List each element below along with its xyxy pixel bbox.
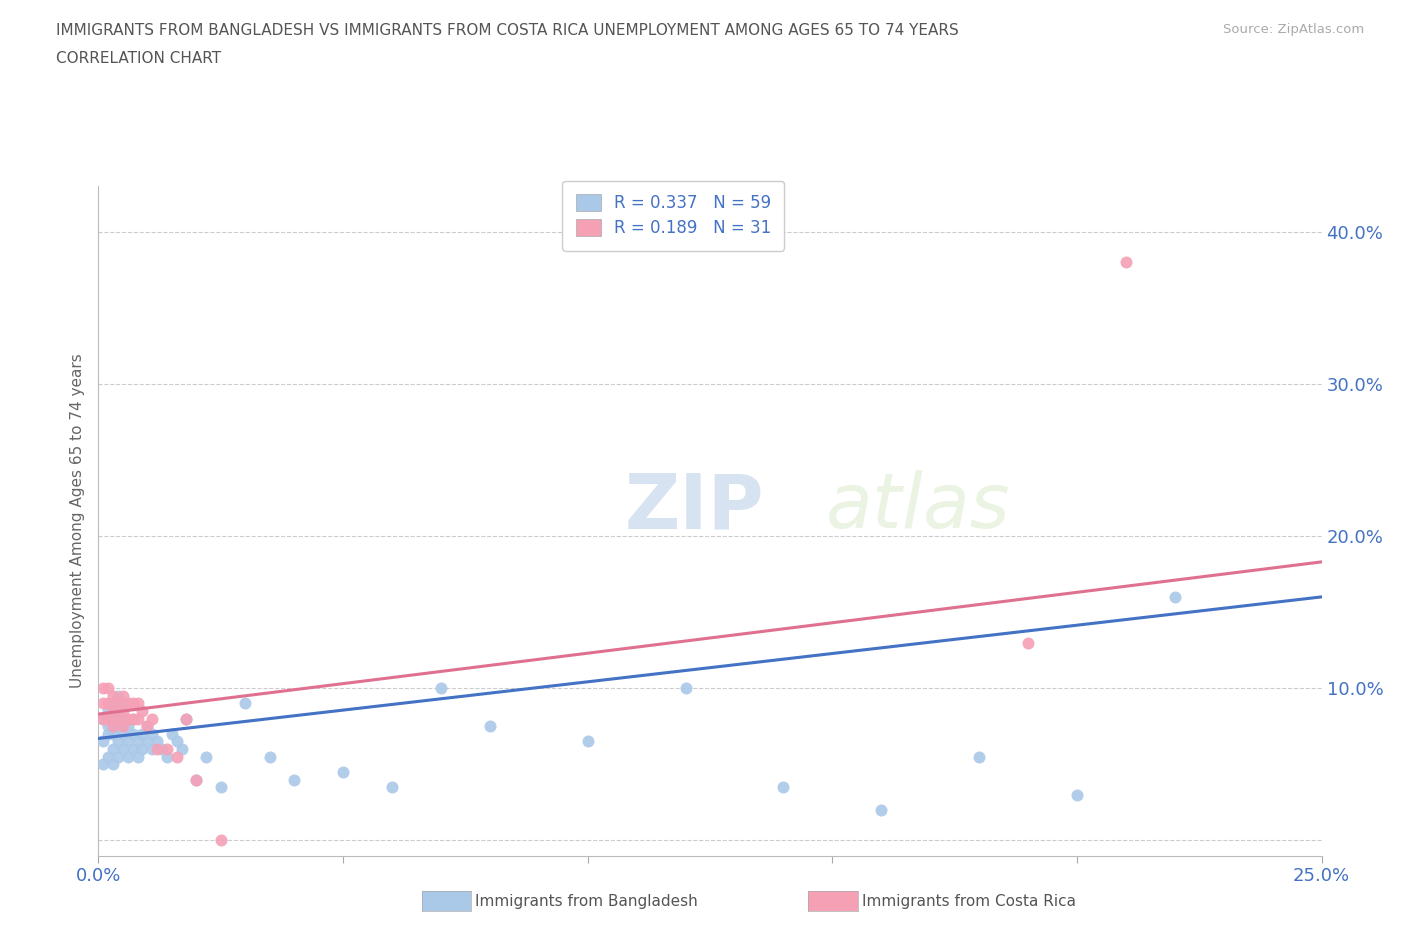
Point [107,696,129,711]
Point [117,734,139,749]
Point [127,734,149,749]
Text: Source: ZipAtlas.com: Source: ZipAtlas.com [1223,23,1364,36]
Legend: R = 0.337   N = 59, R = 0.189   N = 31: R = 0.337 N = 59, R = 0.189 N = 31 [562,181,785,250]
Point [111,688,134,703]
Point [97,704,120,719]
Point [127,750,149,764]
Point [111,726,134,741]
Point [97,750,120,764]
Point [131,741,153,756]
Point [195,750,218,764]
Point [91,734,114,749]
Point [121,726,143,741]
Point [186,772,208,787]
Point [283,772,305,787]
Point [97,681,120,696]
Point [111,704,134,719]
Point [107,711,129,726]
Point [117,711,139,726]
Point [1017,635,1039,650]
Point [91,711,114,726]
Point [430,681,453,696]
Point [136,719,159,734]
Point [127,696,149,711]
Point [101,741,124,756]
Point [136,719,159,734]
Point [107,750,129,764]
Point [101,688,124,703]
Point [91,681,114,696]
Point [91,711,114,726]
Text: CORRELATION CHART: CORRELATION CHART [56,51,221,66]
Point [131,726,153,741]
Point [117,750,139,764]
Text: atlas: atlas [827,471,1011,544]
Point [131,704,153,719]
Point [107,688,129,703]
Point [111,696,134,711]
Point [141,711,163,726]
Point [176,711,198,726]
Point [117,696,139,711]
Point [101,704,124,719]
Y-axis label: Unemployment Among Ages 65 to 74 years: Unemployment Among Ages 65 to 74 years [69,353,84,688]
Point [166,734,188,749]
Text: Immigrants from Costa Rica: Immigrants from Costa Rica [862,894,1076,909]
Point [111,711,134,726]
Point [967,750,990,764]
Point [150,741,173,756]
Point [176,711,198,726]
Point [121,741,143,756]
Point [870,803,893,817]
Text: IMMIGRANTS FROM BANGLADESH VS IMMIGRANTS FROM COSTA RICA UNEMPLOYMENT AMONG AGES: IMMIGRANTS FROM BANGLADESH VS IMMIGRANTS… [56,23,959,38]
Point [233,696,256,711]
Point [141,741,163,756]
Point [156,750,179,764]
Point [332,764,354,779]
Point [97,719,120,734]
Point [141,726,163,741]
Point [675,681,697,696]
Point [101,757,124,772]
Point [121,711,143,726]
Point [101,711,124,726]
Point [1066,788,1088,803]
Point [101,719,124,734]
Point [111,741,134,756]
Point [209,779,232,794]
Point [136,734,159,749]
Point [97,726,120,741]
Point [166,750,188,764]
Text: Immigrants from Bangladesh: Immigrants from Bangladesh [475,894,697,909]
Point [107,719,129,734]
Point [91,696,114,711]
Point [170,741,193,756]
Point [121,696,143,711]
Point [97,696,120,711]
Point [97,711,120,726]
Point [107,704,129,719]
Point [117,719,139,734]
Point [156,741,179,756]
Point [121,711,143,726]
Point [209,833,232,848]
Text: ZIP: ZIP [624,471,763,544]
Point [186,772,208,787]
Point [146,734,169,749]
Point [576,734,599,749]
Point [127,711,149,726]
Point [101,726,124,741]
Point [772,779,794,794]
Point [101,696,124,711]
Point [381,779,404,794]
Point [160,726,183,741]
Point [146,741,169,756]
Point [91,757,114,772]
Point [107,734,129,749]
Point [1115,255,1137,270]
Point [1164,590,1187,604]
Point [478,719,501,734]
Point [259,750,281,764]
Point [111,719,134,734]
